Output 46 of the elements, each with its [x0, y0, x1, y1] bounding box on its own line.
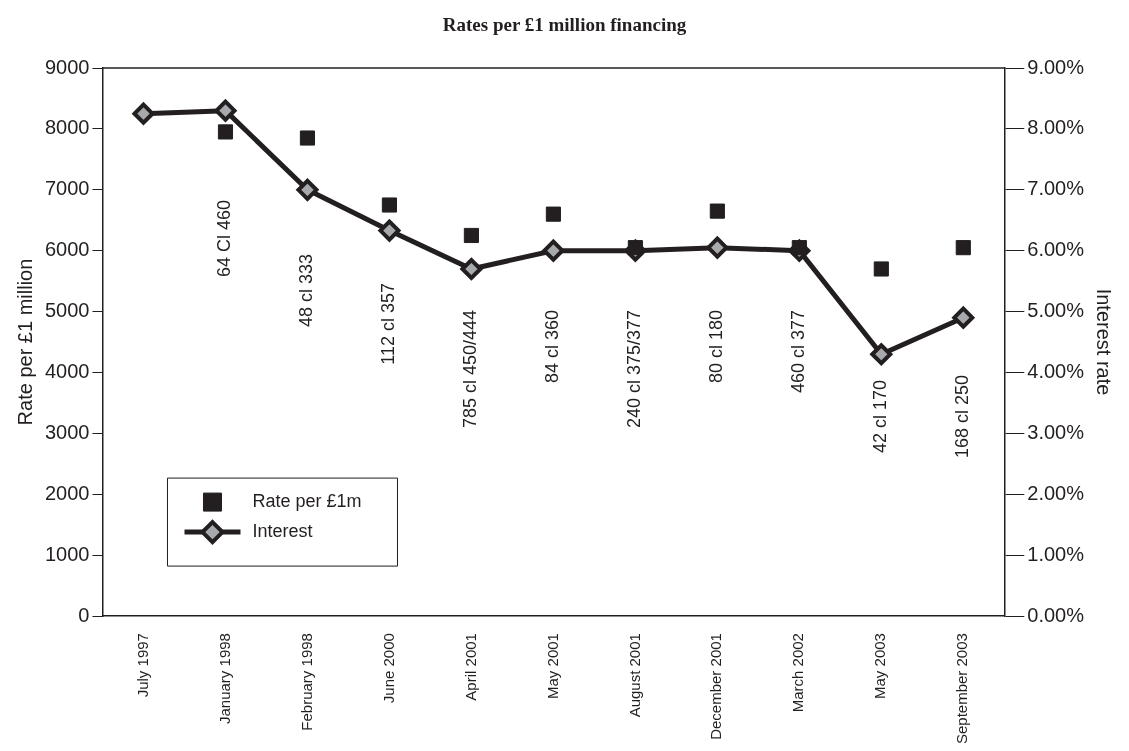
x-tick-label: July 1997 — [133, 633, 151, 698]
y2-axis-title: Interest rate — [1093, 288, 1116, 396]
annotation: 240 cl 375/377 — [624, 310, 645, 429]
x-tick-label: April 2001 — [461, 633, 479, 701]
y-tick-label: 7000 — [44, 177, 90, 200]
annotation: 168 cl 250 — [952, 375, 973, 459]
y-tick-label: 9000 — [44, 55, 90, 78]
legend-label: Rate per £1m — [252, 491, 362, 512]
x-tick-label: March 2002 — [789, 633, 807, 713]
y2-tick-label: 5.00% — [1027, 299, 1085, 322]
x-tick-label: September 2003 — [953, 633, 971, 745]
y-axis-title: Rate per £1 million — [13, 258, 36, 426]
annotation: 112 cl 357 — [378, 283, 399, 365]
annotation: 80 cl 180 — [706, 310, 727, 384]
annotation: 42 cl 170 — [870, 380, 891, 454]
x-tick-label: May 2003 — [871, 633, 889, 699]
x-tick-label: February 1998 — [297, 633, 315, 731]
y2-tick-label: 3.00% — [1027, 420, 1085, 443]
annotation: 460 cl 377 — [788, 310, 809, 394]
annotation: 84 cl 360 — [542, 310, 563, 384]
annotation: 64 Cl 460 — [214, 200, 235, 278]
x-tick-label: December 2001 — [707, 633, 725, 740]
annotation: 785 cl 450/444 — [460, 310, 481, 429]
y-tick-label: 4000 — [44, 360, 90, 383]
y-tick-label: 2000 — [44, 481, 90, 504]
y2-tick-label: 9.00% — [1027, 55, 1085, 78]
y-tick-label: 0 — [78, 603, 90, 626]
x-tick-label: May 2001 — [543, 633, 561, 699]
y2-tick-label: 6.00% — [1027, 238, 1085, 261]
y-tick-label: 1000 — [44, 542, 90, 565]
y-tick-label: 5000 — [44, 299, 90, 322]
y2-tick-label: 7.00% — [1027, 177, 1085, 200]
x-tick-label: June 2000 — [379, 633, 397, 704]
y-tick-label: 8000 — [44, 116, 90, 139]
y-tick-label: 6000 — [44, 238, 90, 261]
y-tick-label: 3000 — [44, 420, 90, 443]
y2-tick-label: 4.00% — [1027, 360, 1085, 383]
legend-label: Interest — [252, 521, 313, 542]
chart-title: Rates per £1 million financing — [441, 14, 688, 36]
x-tick-label: August 2001 — [625, 633, 643, 718]
y2-tick-label: 0.00% — [1027, 603, 1085, 626]
y2-tick-label: 8.00% — [1027, 116, 1085, 139]
y2-tick-label: 1.00% — [1027, 542, 1085, 565]
y2-tick-label: 2.00% — [1027, 481, 1085, 504]
annotation: 48 cl 333 — [296, 254, 317, 328]
x-tick-label: January 1998 — [215, 633, 233, 724]
